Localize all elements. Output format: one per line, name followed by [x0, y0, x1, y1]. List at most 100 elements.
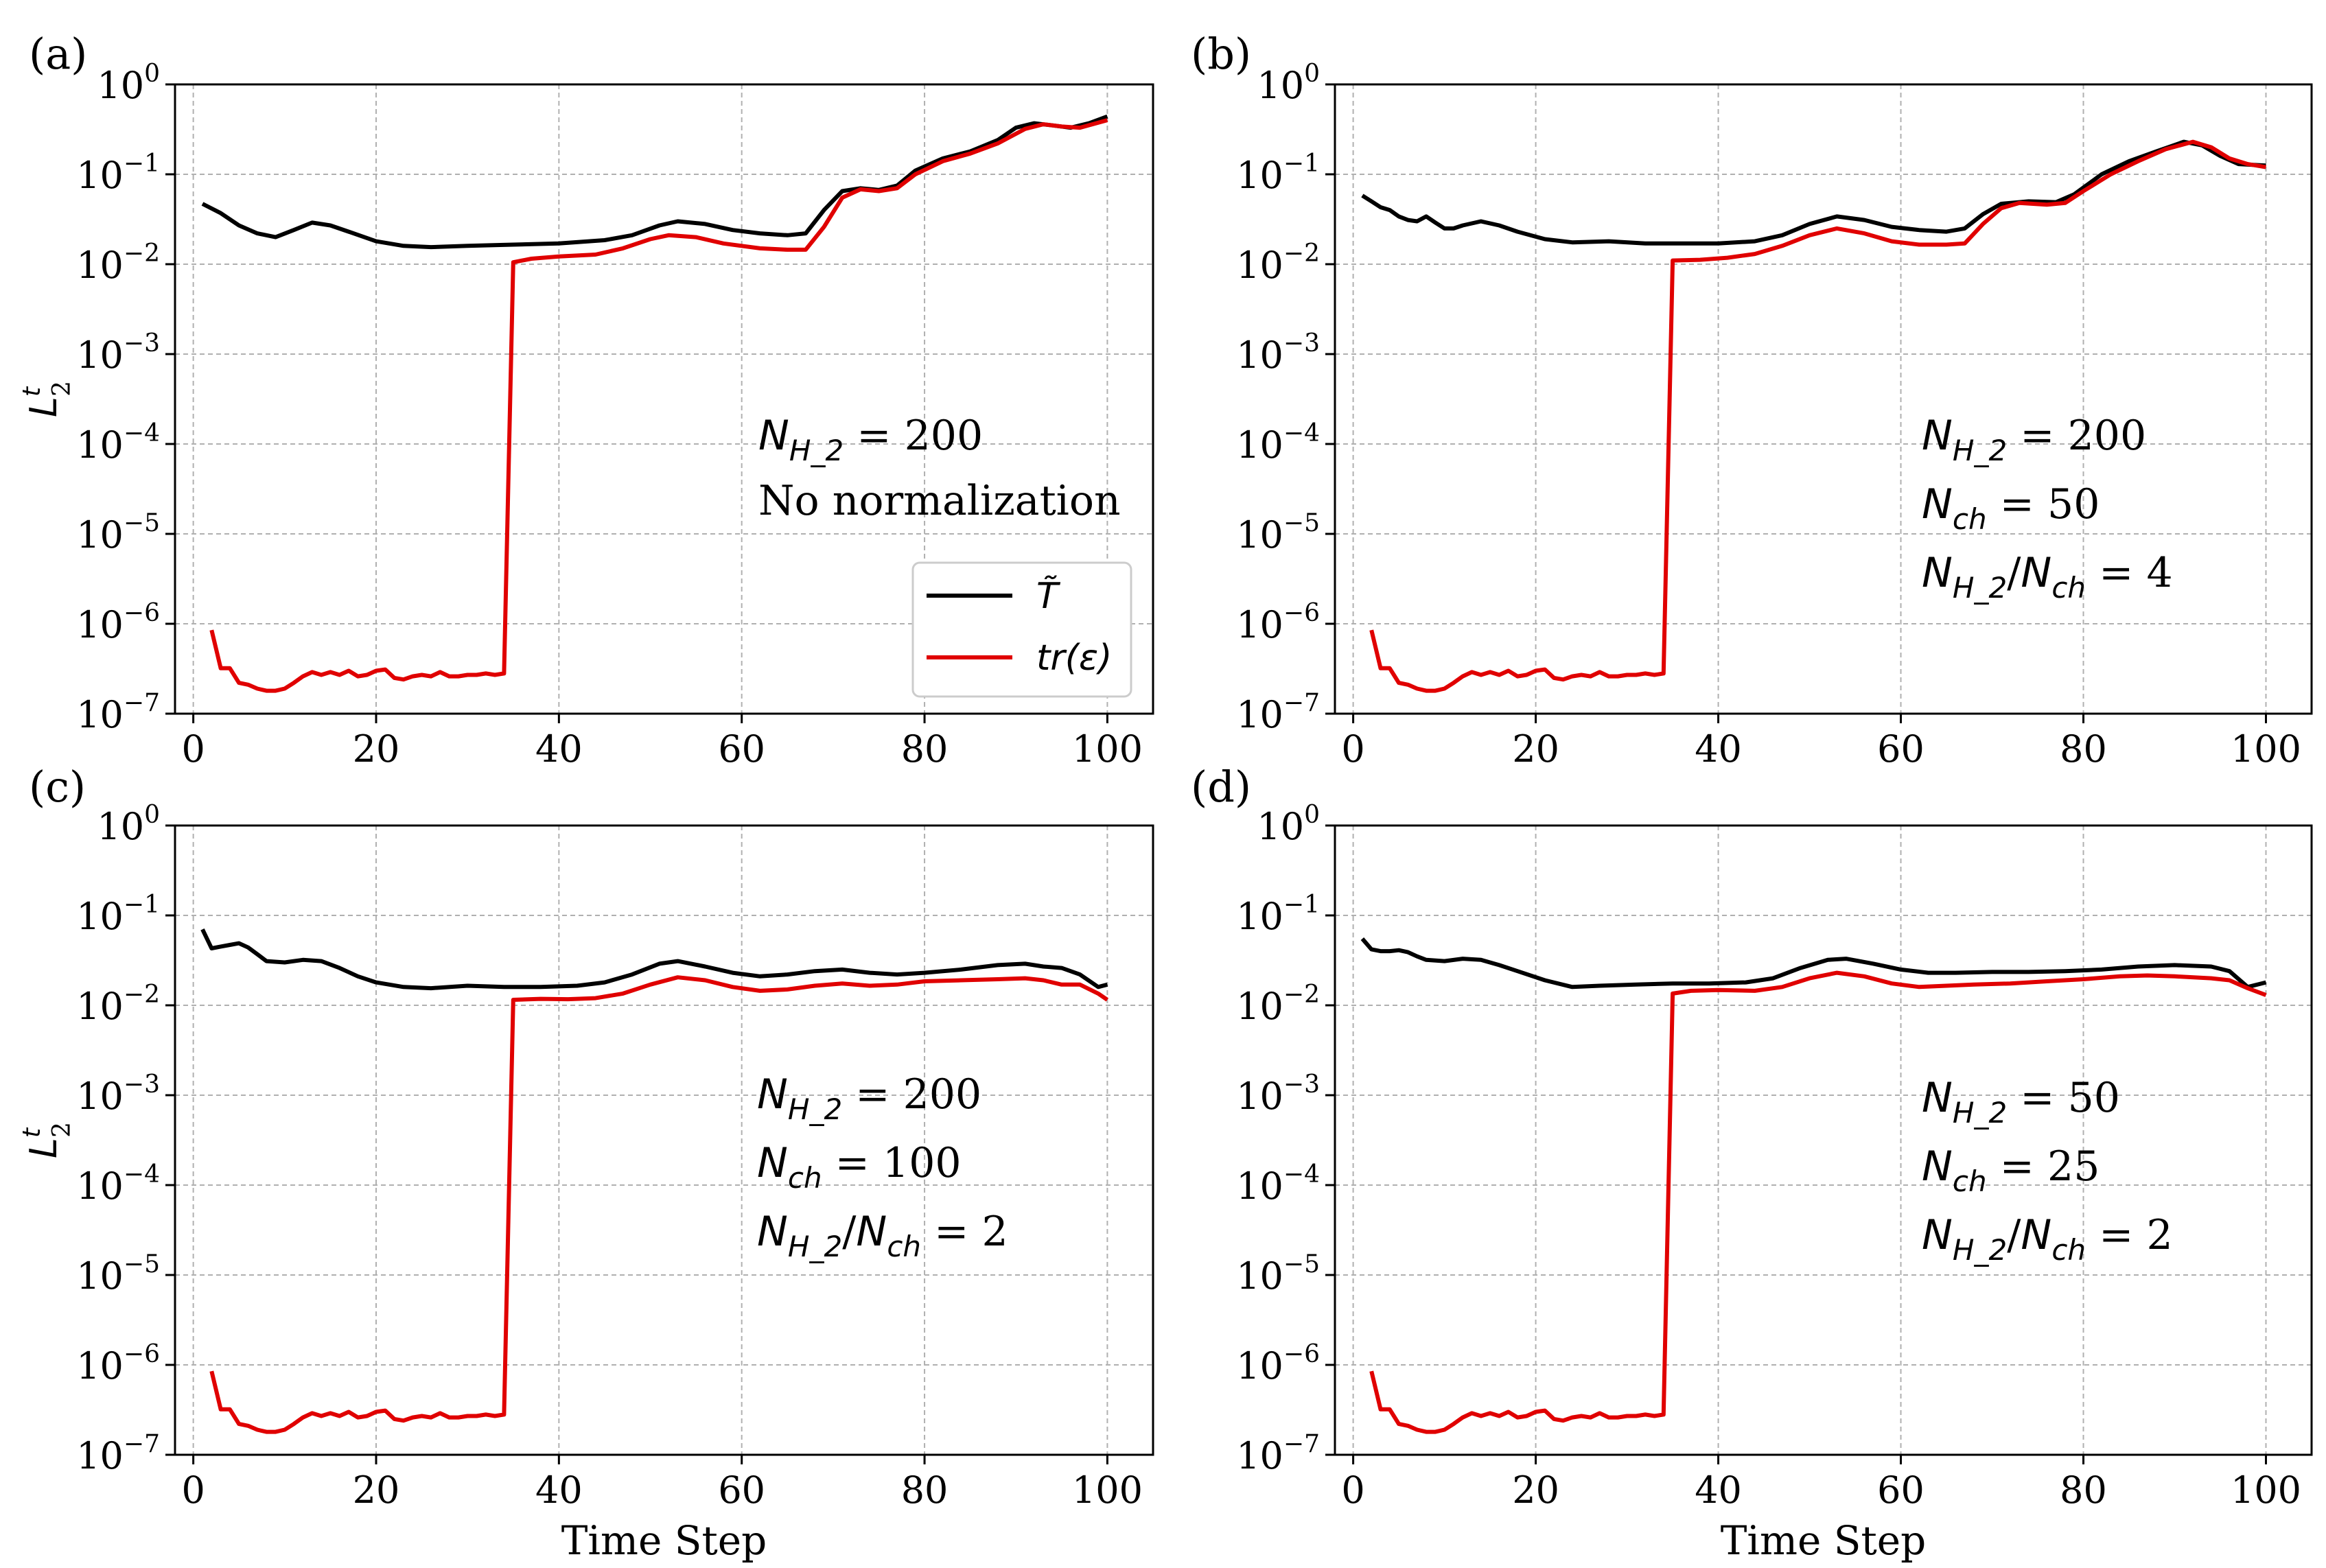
- series-t-tilde-line: [1361, 139, 2266, 246]
- y-tick-exponent: −1: [124, 150, 160, 178]
- y-axis-label-sub: 2: [48, 1122, 76, 1138]
- y-tick-base: 10: [1236, 895, 1283, 938]
- y-tick-exponent: −7: [124, 689, 160, 717]
- y-tick-base: 10: [97, 805, 144, 848]
- annotation-segment: N: [758, 412, 789, 460]
- y-tick-base: 10: [76, 423, 124, 467]
- y-tick-exponent: 0: [144, 801, 160, 829]
- y-tick-exponent: −1: [1283, 891, 1320, 919]
- panel-b: 0 20 40 60 80 10010010−110−210−310−410−510−61…: [1191, 29, 2313, 771]
- y-tick-exponent: −7: [1283, 689, 1320, 717]
- panel-label: (d): [1191, 762, 1251, 812]
- y-tick-label: 10−5: [76, 509, 160, 557]
- y-tick-label: 10−5: [1236, 1250, 1320, 1298]
- y-tick-label: 10−6: [76, 1340, 160, 1388]
- y-tick-label: 10−1: [1236, 150, 1320, 197]
- annotation-segment: H_2: [788, 1230, 842, 1263]
- x-tick-label: 100: [1072, 727, 1143, 771]
- y-tick-label: 10−5: [76, 1250, 160, 1298]
- series-tr-epsilon-line: [1369, 139, 2267, 693]
- annotation-line: NH_2 = 200: [758, 412, 983, 467]
- y-tick-label: 10−6: [1236, 1340, 1320, 1388]
- y-tick-base: 10: [76, 1344, 124, 1388]
- x-tick-label: 20: [353, 1468, 400, 1512]
- panel-d: 0 20 40 60 80 10010010−110−210−310−410−510−61…: [1191, 762, 2313, 1564]
- y-tick-base: 10: [1236, 985, 1283, 1028]
- y-tick-label: 10−7: [1236, 1430, 1320, 1477]
- y-tick-exponent: −1: [124, 891, 160, 919]
- series-tr-epsilon-line: [209, 118, 1108, 693]
- annotation-segment: = 25: [1987, 1143, 2100, 1191]
- y-tick-exponent: −3: [1283, 329, 1320, 358]
- y-tick-exponent: −2: [124, 239, 160, 268]
- y-tick-base: 10: [1236, 244, 1283, 287]
- y-tick-exponent: −4: [124, 1160, 160, 1189]
- annotation-segment: /: [2007, 1211, 2021, 1259]
- x-tick-label: 0: [181, 1468, 205, 1512]
- y-tick-exponent: −3: [124, 329, 160, 358]
- y-tick-base: 10: [76, 1075, 124, 1118]
- y-tick-base: 10: [76, 693, 124, 736]
- x-tick-label: 20: [353, 727, 400, 771]
- annotation-segment: ch: [2051, 571, 2086, 605]
- axes-frame: [1334, 824, 2313, 1456]
- annotation-segment: N: [2021, 549, 2051, 597]
- series-tr-epsilon-line: [1369, 970, 2267, 1434]
- y-axis-label-sup: t: [18, 1127, 46, 1138]
- x-tick-label: 40: [1695, 727, 1742, 771]
- y-tick-label: 10−3: [1236, 329, 1320, 377]
- y-tick-label: 10−1: [1236, 891, 1320, 938]
- annotation-line: NH_2/Nch = 4: [1922, 549, 2173, 605]
- y-tick-base: 10: [1236, 1254, 1283, 1298]
- annotation-segment: = 4: [2086, 549, 2173, 597]
- y-tick-base: 10: [76, 244, 124, 287]
- annotation-segment: H_2: [1953, 1233, 2007, 1267]
- annotation-segment: = 200: [2007, 412, 2146, 460]
- y-tick-exponent: −4: [124, 419, 160, 447]
- y-tick-exponent: −5: [124, 1250, 160, 1278]
- y-tick-base: 10: [76, 1165, 124, 1208]
- annotation-segment: N: [1922, 480, 1953, 528]
- annotation-segment: ch: [887, 1230, 921, 1263]
- axes-frame: [174, 83, 1154, 715]
- x-tick-label: 60: [1877, 727, 1924, 771]
- y-axis-label: Lt2: [18, 1122, 76, 1158]
- y-tick-base: 10: [1236, 1344, 1283, 1388]
- y-tick-base: 10: [1236, 513, 1283, 557]
- y-tick-exponent: −3: [1283, 1070, 1320, 1099]
- annotation-segment: = 50: [2007, 1074, 2120, 1122]
- y-tick-exponent: −5: [124, 509, 160, 537]
- x-tick-label: 80: [2060, 727, 2107, 771]
- panel-c: 0 20 40 60 80 10010010−110−210−310−410−510−61…: [18, 762, 1154, 1564]
- panel-a: 0 20 40 60 80 10010010−110−210−310−410−510−61…: [18, 29, 1154, 771]
- y-tick-label: 10−2: [1236, 239, 1320, 287]
- annotation-segment: H_2: [1953, 1096, 2007, 1130]
- y-axis-label-sup: t: [18, 386, 46, 397]
- y-tick-exponent: −6: [124, 599, 160, 627]
- y-tick-base: 10: [76, 154, 124, 197]
- x-tick-label: 40: [535, 1468, 583, 1512]
- annotation-segment: = 2: [2086, 1211, 2173, 1259]
- y-tick-label: 10−3: [1236, 1070, 1320, 1118]
- y-axis-label-base: L: [22, 1138, 65, 1158]
- series-tr-epsilon-line: [209, 975, 1109, 1434]
- series-t-tilde-line: [200, 928, 1108, 991]
- x-tick-label: 100: [2231, 727, 2301, 771]
- y-tick-label: 10−7: [76, 689, 160, 736]
- y-tick-base: 10: [1236, 154, 1283, 197]
- y-tick-base: 10: [97, 64, 144, 107]
- y-tick-base: 10: [76, 985, 124, 1028]
- annotation-segment: N: [1922, 549, 1953, 597]
- annotation-line: NH_2 = 50: [1922, 1074, 2120, 1130]
- legend-t-tilde-label: T̃: [1036, 575, 1061, 617]
- x-tick-label: 40: [535, 727, 583, 771]
- y-tick-label: 10−3: [76, 329, 160, 377]
- y-tick-exponent: −1: [1283, 150, 1320, 178]
- y-tick-label: 10−7: [1236, 689, 1320, 736]
- x-tick-label: 60: [718, 1468, 765, 1512]
- panel-label: (a): [29, 29, 87, 79]
- y-tick-label: 10−1: [76, 150, 160, 197]
- y-tick-exponent: −2: [1283, 239, 1320, 268]
- y-tick-base: 10: [1236, 1165, 1283, 1208]
- y-tick-label: 10−4: [1236, 1160, 1320, 1208]
